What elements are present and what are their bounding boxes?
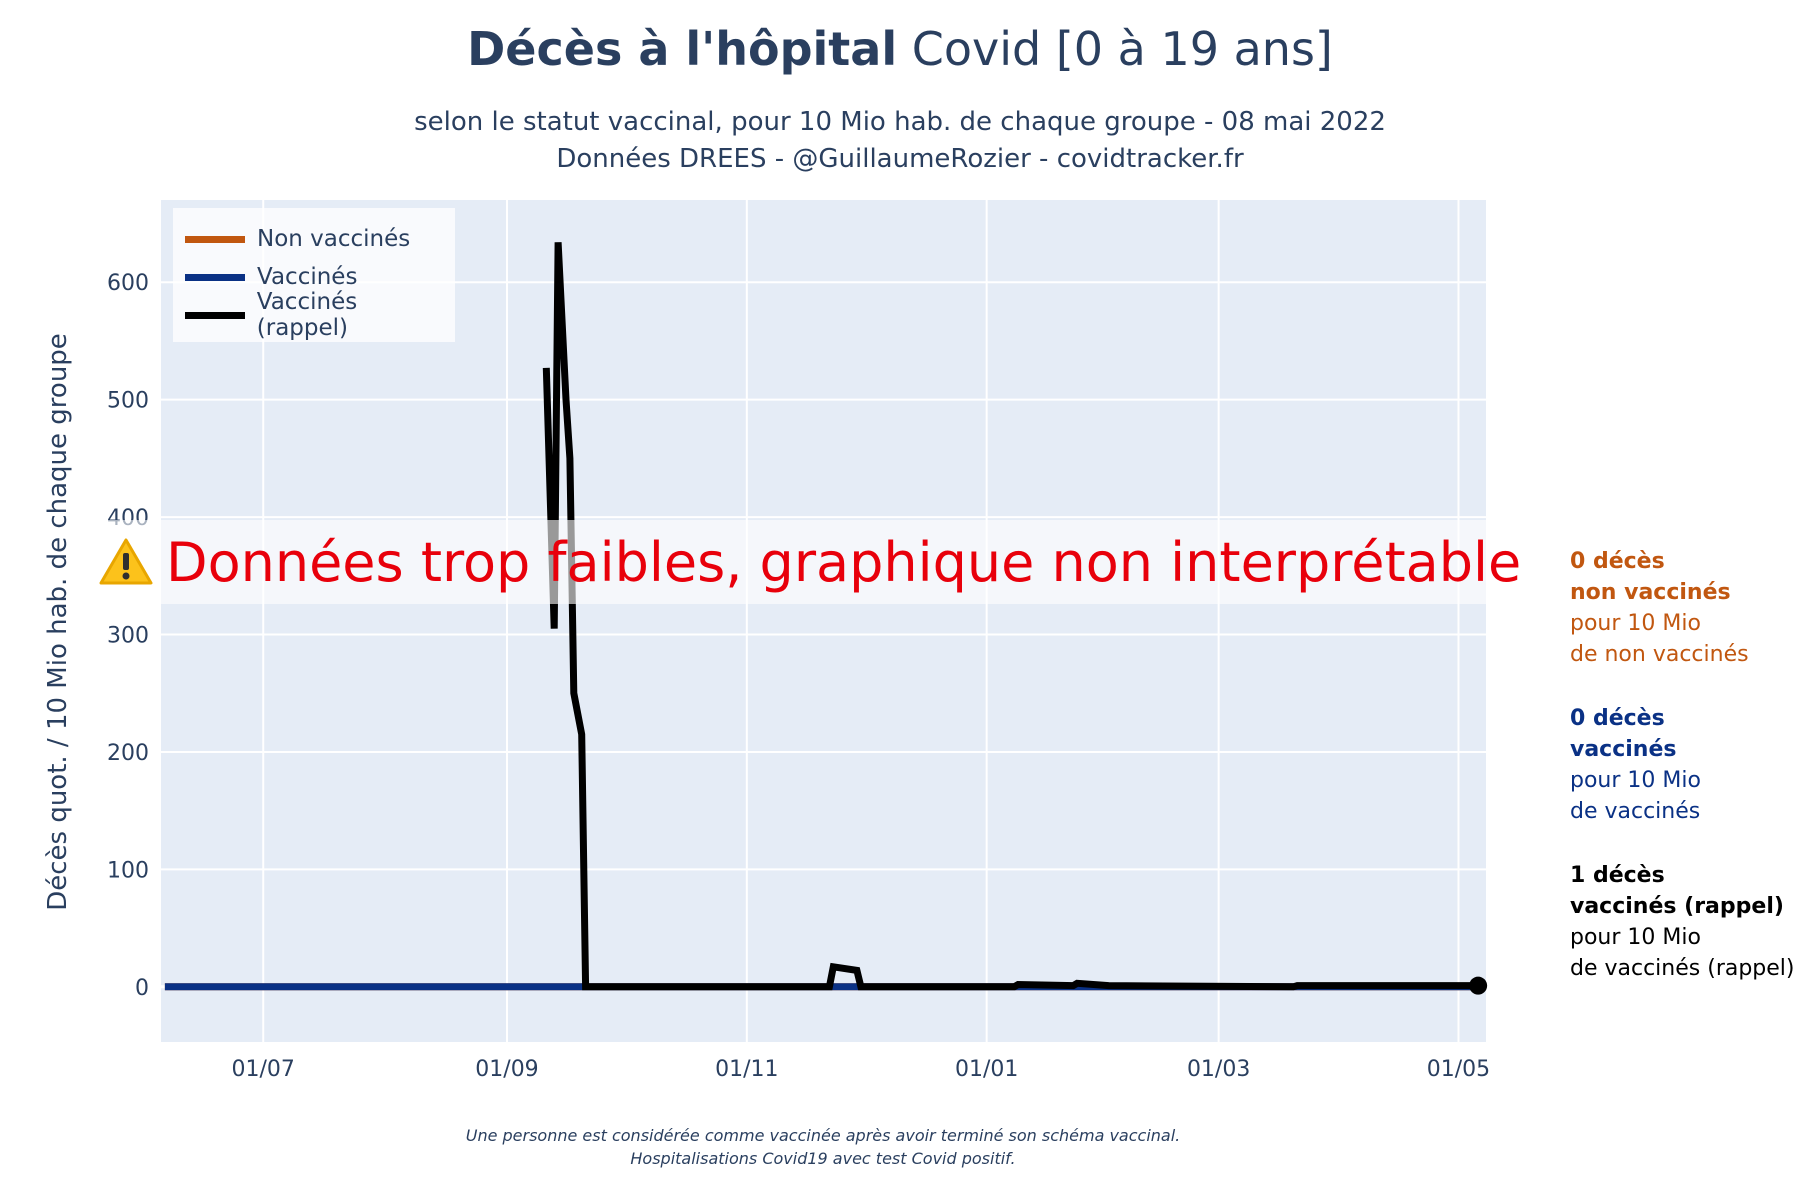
y-tick-label: 600 xyxy=(107,271,149,296)
y-tick-label: 0 xyxy=(135,976,149,1001)
series-lines xyxy=(164,242,1488,995)
grid-lines xyxy=(161,200,1486,1042)
chart-subtitle: selon le statut vaccinal, pour 10 Mio ha… xyxy=(414,107,1386,137)
annotation-vaccines: 0 décès vaccinés pour 10 Mio de vaccinés xyxy=(1570,703,1701,827)
warning-icon xyxy=(98,537,154,587)
x-tick-label: 01/03 xyxy=(1187,1057,1250,1082)
legend-label: Vaccinés (rappel) xyxy=(256,289,358,341)
annotation-unit-group: de vaccinés (rappel) xyxy=(1570,956,1795,981)
annotation-count: 0 décès xyxy=(1570,706,1665,731)
series-end-marker xyxy=(1469,976,1488,995)
legend-item-vaccines-rappel[interactable]: Vaccinés (rappel) xyxy=(185,289,455,341)
legend-swatch-vaccines-rappel xyxy=(185,311,245,319)
legend-label: Vaccinés xyxy=(257,264,358,290)
annotation-count: 0 décès xyxy=(1570,549,1665,574)
legend-item-non-vaccines[interactable]: Non vaccinés xyxy=(185,224,410,254)
annotation-count: 1 décès xyxy=(1570,863,1665,888)
legend-swatch-non-vaccines xyxy=(185,235,245,243)
annotation-unit: pour 10 Mio xyxy=(1570,768,1701,793)
annotation-unit: pour 10 Mio xyxy=(1570,611,1701,636)
series-line-vaccines-rappel xyxy=(542,242,1479,991)
warning-text: Données trop faibles, graphique non inte… xyxy=(166,530,1522,594)
y-tick-label: 500 xyxy=(107,389,149,414)
annotation-group: vaccinés xyxy=(1570,737,1677,762)
x-tick-label: 01/01 xyxy=(955,1057,1018,1082)
chart-legend: Non vaccinés Vaccinés Vaccinés (rappel) xyxy=(173,208,455,342)
x-tick-label: 01/05 xyxy=(1427,1057,1490,1082)
footnote-line-1: Une personne est considérée comme vaccin… xyxy=(465,1126,1181,1145)
annotation-unit-group: de vaccinés xyxy=(1570,799,1701,824)
chart-title: Décès à l'hôpital Covid [0 à 19 ans] xyxy=(0,22,1800,76)
y-axis-label: Décès quot. / 10 Mio hab. de chaque grou… xyxy=(43,333,73,911)
legend-item-vaccines[interactable]: Vaccinés xyxy=(185,262,357,292)
y-tick-label: 100 xyxy=(107,858,149,883)
annotation-vaccines-rappel: 1 décès vaccinés (rappel) pour 10 Mio de… xyxy=(1570,860,1795,984)
x-tick-label: 01/11 xyxy=(715,1057,778,1082)
annotation-group: vaccinés (rappel) xyxy=(1570,894,1784,919)
legend-label: Non vaccinés xyxy=(257,226,411,252)
chart-title-bold: Décès à l'hôpital xyxy=(467,22,898,76)
annotation-non-vaccines: 0 décès non vaccinés pour 10 Mio de non … xyxy=(1570,546,1749,670)
y-tick-label: 300 xyxy=(107,624,149,649)
annotation-unit: pour 10 Mio xyxy=(1570,925,1701,950)
warning-banner: Données trop faibles, graphique non inte… xyxy=(80,520,1550,604)
x-tick-label: 01/07 xyxy=(232,1057,295,1082)
x-tick-label: 01/09 xyxy=(475,1057,538,1082)
legend-swatch-vaccines xyxy=(185,273,245,281)
x-tick-labels: 01/07 01/09 01/11 01/01 01/03 01/05 xyxy=(232,1057,1491,1082)
annotation-group: non vaccinés xyxy=(1570,580,1731,605)
chart-source: Données DREES - @GuillaumeRozier - covid… xyxy=(556,144,1244,174)
footnote-line-2: Hospitalisations Covid19 avec test Covid… xyxy=(630,1149,1016,1168)
annotation-unit-group: de non vaccinés xyxy=(1570,642,1749,667)
chart-title-rest: Covid [0 à 19 ans] xyxy=(911,22,1333,76)
y-tick-label: 200 xyxy=(107,741,149,766)
